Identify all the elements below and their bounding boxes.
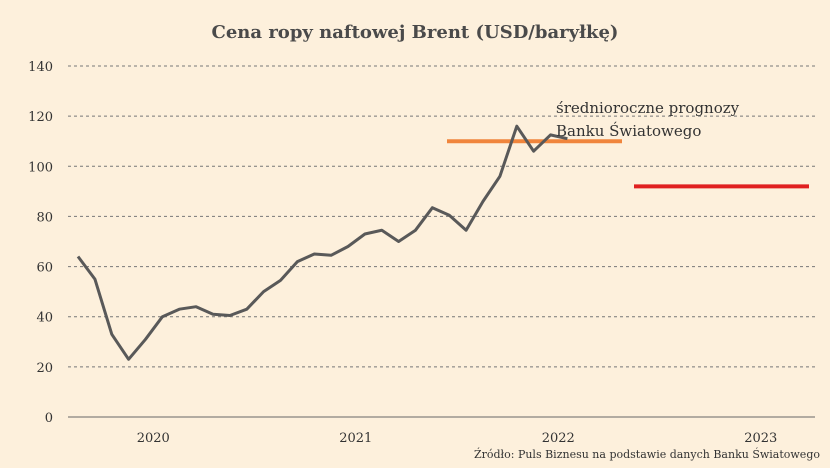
y-tick-label: 20 [36, 361, 53, 376]
x-tick-label: 2021 [339, 431, 372, 446]
x-tick-label: 2020 [137, 431, 170, 446]
series-line-brent [76, 124, 568, 361]
y-tick-label: 40 [36, 311, 53, 326]
x-tick-label: 2022 [542, 431, 575, 446]
y-tick-label: 80 [36, 210, 53, 225]
annotation-line-1: średnioroczne prognozy [556, 99, 740, 117]
source-note: Źródło: Puls Biznesu na podstawie danych… [473, 448, 820, 461]
forecast-lines [447, 139, 809, 189]
y-tick-label: 140 [28, 60, 53, 75]
y-tick-label: 0 [45, 411, 53, 426]
x-axis-ticks: 2020 2021 2022 2023 [137, 431, 778, 446]
y-tick-label: 60 [36, 261, 53, 276]
y-tick-label: 100 [28, 160, 53, 175]
gridlines [68, 65, 815, 418]
y-tick-label: 120 [28, 110, 53, 125]
x-tick-label: 2023 [744, 431, 777, 446]
series-points [77, 126, 568, 360]
annotation-line-2: Banku Światowego [556, 122, 701, 140]
chart-title: Cena ropy naftowej Brent (USD/baryłkę) [211, 22, 619, 43]
y-axis-ticks: 0 20 40 60 80 100 120 140 [28, 60, 53, 426]
